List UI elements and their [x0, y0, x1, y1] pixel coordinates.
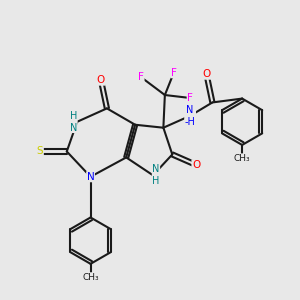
Text: O: O [202, 69, 211, 79]
Text: O: O [97, 75, 105, 85]
Text: F: F [171, 68, 177, 78]
Text: N
H: N H [152, 164, 160, 186]
Text: N
-H: N -H [185, 105, 196, 127]
Text: S: S [37, 146, 43, 157]
Text: H
N: H N [70, 111, 77, 133]
Text: N: N [87, 172, 94, 182]
Text: F: F [187, 93, 193, 103]
Text: O: O [192, 160, 200, 170]
Text: F: F [138, 72, 144, 82]
Text: CH₃: CH₃ [234, 154, 250, 163]
Text: CH₃: CH₃ [82, 273, 99, 282]
